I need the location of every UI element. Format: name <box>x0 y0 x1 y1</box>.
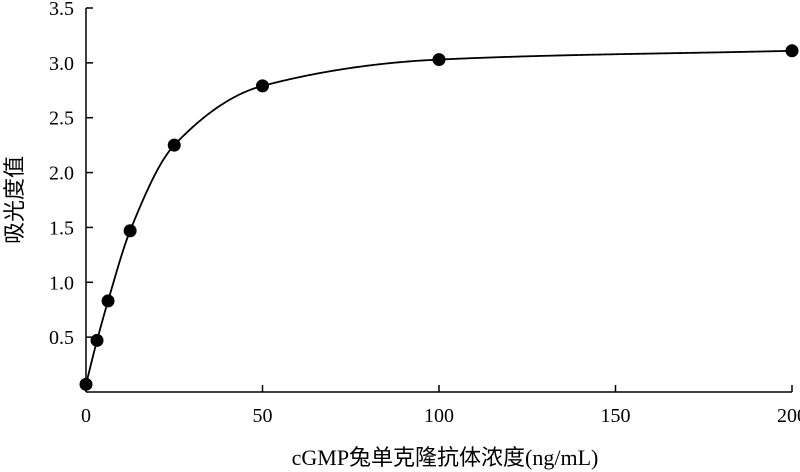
y-tick-label: 2.5 <box>49 108 74 130</box>
data-point <box>785 44 799 58</box>
y-tick-label: 1.5 <box>49 217 74 239</box>
y-tick-label: 3.0 <box>49 53 74 75</box>
x-tick-label: 150 <box>601 405 631 427</box>
y-axis-ticks: 0.5 1.0 1.5 2.0 2.5 3.0 3.5 <box>49 0 93 349</box>
data-point <box>101 294 115 308</box>
x-axis-ticks: 0 50 100 150 200 <box>81 385 800 427</box>
y-tick-label: 0.5 <box>49 327 74 349</box>
data-points <box>79 44 799 391</box>
data-point <box>432 53 446 67</box>
x-tick-label: 200 <box>777 405 800 427</box>
x-tick-label: 100 <box>424 405 454 427</box>
data-point <box>256 79 269 93</box>
y-axis-title: 吸光度值 <box>2 156 27 244</box>
plot-area: 0.5 1.0 1.5 2.0 2.5 3.0 3.5 0 50 100 150 200 <box>49 0 800 427</box>
data-point <box>167 138 181 152</box>
x-tick-label: 0 <box>81 405 91 427</box>
fit-curve <box>85 49 793 385</box>
data-point <box>123 224 137 238</box>
data-point <box>79 377 93 391</box>
x-axis-title: cGMP兔单克隆抗体浓度(ng/mL) <box>292 445 599 470</box>
x-tick-label: 50 <box>253 405 273 427</box>
y-tick-label: 2.0 <box>49 163 74 185</box>
y-tick-label: 3.5 <box>49 0 74 20</box>
y-tick-label: 1.0 <box>49 272 74 294</box>
data-point <box>90 333 104 347</box>
